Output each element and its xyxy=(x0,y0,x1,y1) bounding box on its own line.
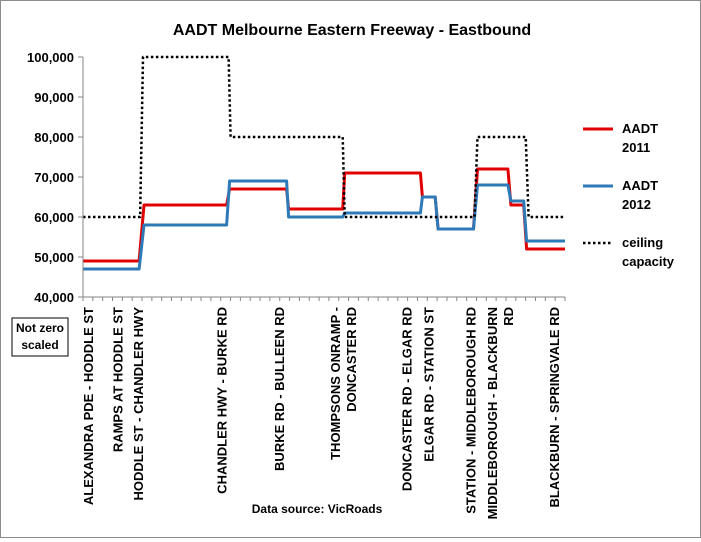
y-axis: 40,000 50,000 60,000 70,000 80,000 90,000 100,… xyxy=(27,50,84,305)
legend-item: ceiling capacity xyxy=(583,235,675,269)
y-tick-label: 90,000 xyxy=(34,90,74,105)
x-category-text: CHANDLER HWY - BURKE RD xyxy=(215,307,230,494)
note-box: Not zero scaled xyxy=(11,317,69,357)
y-tick-label: 60,000 xyxy=(34,210,74,225)
y-tick-label: 70,000 xyxy=(34,170,74,185)
x-category-label: RAMPS AT HODDLE ST xyxy=(110,307,125,452)
plot-lines xyxy=(83,55,565,271)
legend-label: ceiling capacity xyxy=(622,235,675,269)
x-category-text: DONCASTER RD xyxy=(344,307,359,412)
x-category-label: BLACKBURN - SPRINGVALE RD xyxy=(547,307,562,508)
x-category-text: STATION - MIDDLEBOROUGH RD xyxy=(464,307,479,514)
note-text: Not zero scaled xyxy=(16,321,64,352)
x-category-text: ELGAR RD - STATION ST xyxy=(421,307,436,462)
x-category-label: THOMPSONS ONRAMP - DONCASTER RD xyxy=(328,307,359,460)
x-category-text: MIDDLEBOROUGH - BLACKBURN xyxy=(485,307,500,519)
series-line-ceiling-capacity xyxy=(83,55,565,219)
x-category-text: DONCASTER RD - ELGAR RD xyxy=(400,307,415,491)
x-category-text: THOMPSONS ONRAMP - xyxy=(328,307,343,460)
legend-item: AADT 2011 xyxy=(583,121,658,155)
x-category-text: BURKE RD - BULLEEN RD xyxy=(272,307,287,471)
legend-label: AADT 2012 xyxy=(622,178,658,212)
x-category-text: BLACKBURN - SPRINGVALE RD xyxy=(547,307,562,508)
x-category-label: HODDLE ST - CHANDLER HWY xyxy=(131,307,146,501)
x-category-text: RAMPS AT HODDLE ST xyxy=(110,307,125,452)
x-category-text: RD xyxy=(501,307,516,326)
x-category-text: HODDLE ST - CHANDLER HWY xyxy=(131,307,146,501)
y-tick-label: 50,000 xyxy=(34,250,74,265)
y-tick-label: 80,000 xyxy=(34,130,74,145)
x-axis: ALEXANDRA PDE - HODDLE ST RAMPS AT HODDLE… xyxy=(81,296,566,519)
series-line-aadt-2011 xyxy=(83,167,565,263)
x-category-label: ALEXANDRA PDE - HODDLE ST xyxy=(81,307,96,505)
x-category-label: BURKE RD - BULLEEN RD xyxy=(272,307,287,471)
x-category-text: ALEXANDRA PDE - HODDLE ST xyxy=(81,307,96,505)
x-category-label: CHANDLER HWY - BURKE RD xyxy=(215,307,230,494)
y-tick-label: 100,000 xyxy=(27,50,74,65)
legend-item: AADT 2012 xyxy=(583,178,658,212)
chart-title: AADT Melbourne Eastern Freeway - Eastbou… xyxy=(173,22,531,39)
series-line-aadt-2012 xyxy=(83,179,565,271)
data-source: Data source: VicRoads xyxy=(252,502,383,516)
y-tick-label: 40,000 xyxy=(34,290,74,305)
x-category-label: DONCASTER RD - ELGAR RD xyxy=(400,307,415,491)
x-category-label: ELGAR RD - STATION ST xyxy=(421,307,436,462)
legend: AADT 2011 AADT 2012 ceiling capacity xyxy=(583,121,675,269)
legend-label: AADT 2011 xyxy=(622,121,658,155)
x-category-label: MIDDLEBOROUGH - BLACKBURN RD xyxy=(485,307,516,519)
x-category-label: STATION - MIDDLEBOROUGH RD xyxy=(464,307,479,514)
